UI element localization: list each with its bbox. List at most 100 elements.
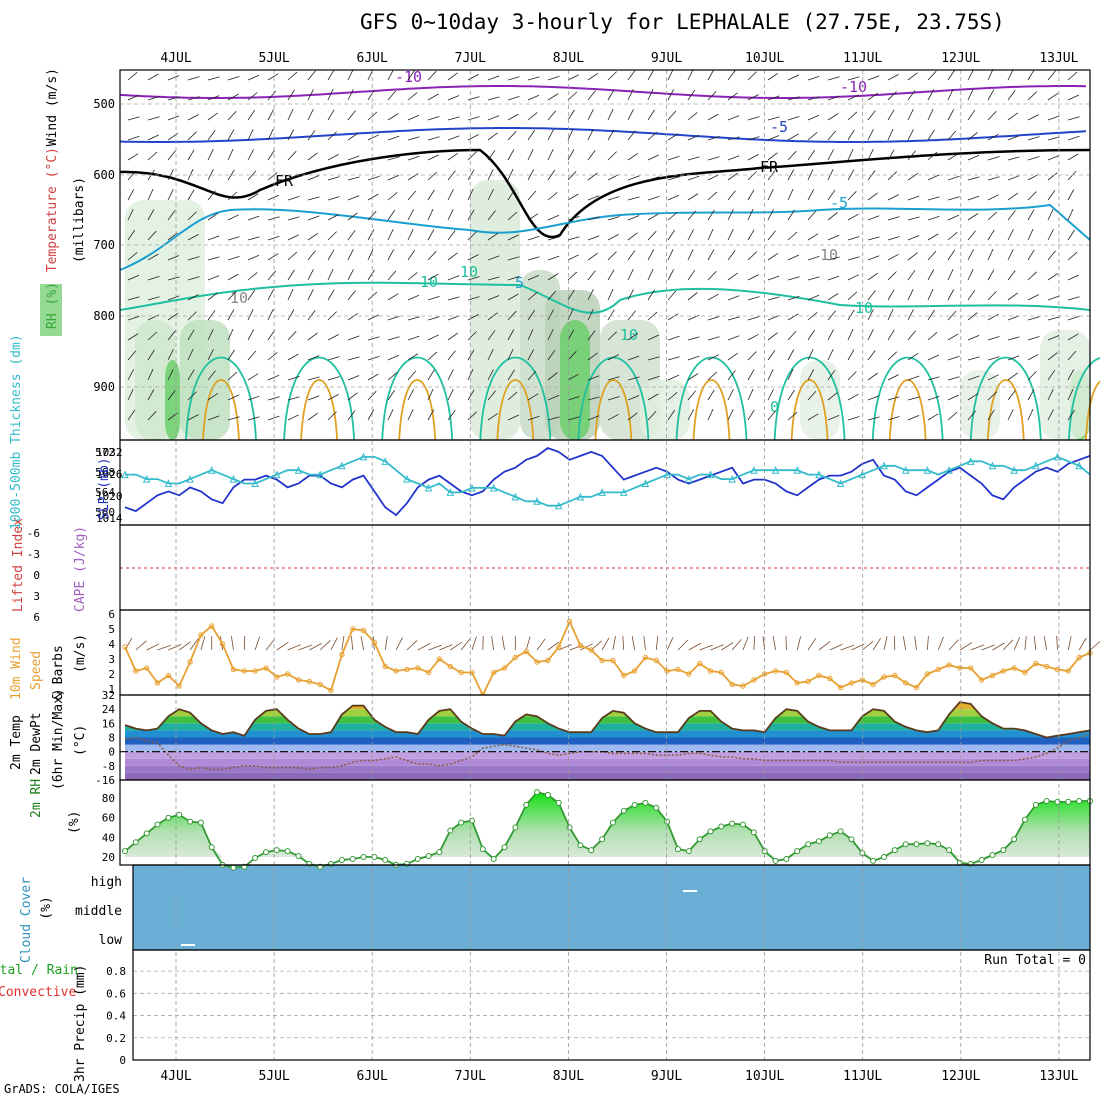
wind10m-group [122, 618, 1100, 698]
wind-barb [327, 214, 339, 221]
wind-barb [987, 391, 998, 401]
wind10m-marker [317, 681, 323, 688]
wind10m-barb [491, 636, 495, 651]
wind10m-marker [393, 668, 399, 674]
wind-barb [287, 234, 299, 241]
wind-barb [647, 289, 655, 301]
wind-barb [327, 289, 335, 301]
day-label-top: 7JUL [455, 51, 486, 66]
wind-barb [587, 195, 600, 201]
wind-barb [1007, 390, 1016, 401]
wind-barb [467, 349, 475, 361]
wind10m-tick-5: 5 [108, 623, 115, 636]
wind10m-marker [371, 639, 378, 646]
temp-tick-16: 16 [102, 717, 115, 730]
wind-barb [927, 250, 937, 261]
wind-barb [627, 175, 640, 181]
wind-barb [347, 312, 359, 321]
wind-barb [787, 74, 800, 81]
wind-barb [207, 76, 220, 81]
wind-barb [687, 69, 694, 81]
wind-barb [527, 329, 534, 341]
wind-barb [187, 76, 200, 81]
wind10m-barb [622, 635, 625, 651]
wind-barb [607, 396, 620, 401]
wind-barb [827, 349, 834, 361]
wind-barb [427, 316, 440, 321]
wind-barb [1027, 336, 1040, 341]
wind-barb [327, 176, 340, 181]
wind-barb [967, 154, 980, 161]
wind-barb [327, 131, 337, 141]
wind-barb [227, 93, 239, 101]
contour-freezing [119, 148, 1091, 239]
wind-barb [547, 192, 558, 201]
wind10m-marker [924, 671, 931, 677]
wind-barb [967, 249, 974, 261]
wind-barb [947, 310, 957, 321]
wind-barb [767, 369, 774, 381]
wind10m-barb [395, 637, 403, 651]
wind-barb [307, 89, 314, 101]
wind-barb [967, 393, 979, 401]
wind-barb [687, 373, 699, 381]
wind-barb [247, 109, 256, 121]
rh2m-marker [143, 830, 150, 837]
wind-barb [847, 148, 854, 161]
wind-barb [1047, 155, 1060, 161]
wind-barb [1047, 335, 1060, 341]
rh2m-marker [631, 801, 638, 808]
wind-barb [727, 409, 734, 421]
wind-barb [587, 109, 594, 121]
wind10m-marker [664, 668, 670, 674]
rh-shade-4 [470, 180, 520, 440]
wind-barb [227, 129, 235, 141]
wind10m-barb [384, 636, 388, 651]
wind-barb [627, 289, 634, 301]
wind-barb [707, 113, 719, 121]
thickness-tick-564: 564 [95, 486, 115, 499]
wind10m-barb [428, 644, 442, 651]
contour-diurnal-orange-5 [692, 379, 731, 441]
wind-barb [187, 131, 197, 141]
wind-barb [487, 132, 498, 141]
wind-barb [267, 73, 279, 81]
wind-barb [307, 250, 316, 261]
wind10m-barb [937, 636, 944, 651]
temp-band-4 [125, 744, 1090, 752]
wind-barb [487, 96, 500, 101]
wind-barb [127, 409, 136, 421]
rh2m-marker [436, 849, 443, 856]
li-tick--6: -6 [27, 527, 40, 540]
wind-barb [727, 115, 740, 121]
day-label-bottom: 10JUL [745, 1069, 784, 1084]
contour-label-0: -10 [395, 68, 422, 86]
wind10m-barb [992, 642, 1005, 651]
thickness-marker [468, 483, 476, 492]
thickness-marker [338, 461, 346, 470]
wind-barb [707, 228, 714, 241]
wind-barb [247, 74, 260, 81]
wind-barb [1027, 353, 1039, 361]
wind-barb [487, 369, 494, 381]
wind10m-marker [328, 687, 334, 694]
rh2m-marker [1000, 847, 1007, 854]
temp-band-2 [125, 758, 1090, 766]
wind10m-marker [751, 677, 757, 683]
wind-barb [267, 149, 276, 161]
wind-barb [387, 69, 394, 81]
wind10m-marker [794, 680, 800, 686]
wind-barb [1067, 94, 1080, 101]
wind-barb [787, 368, 794, 381]
cape-label: CAPE (J/kg) [73, 526, 88, 612]
wind10m-barb [710, 644, 724, 651]
rh2m-marker [458, 819, 465, 826]
rh2m-marker [479, 846, 486, 853]
wind-barb [347, 89, 354, 101]
wind10m-marker [892, 672, 898, 679]
wind-barb [127, 170, 137, 181]
rh2m-marker [403, 860, 410, 867]
wind-barb [847, 94, 859, 101]
wind10m-barb [135, 640, 147, 651]
wind-barb [807, 413, 819, 421]
